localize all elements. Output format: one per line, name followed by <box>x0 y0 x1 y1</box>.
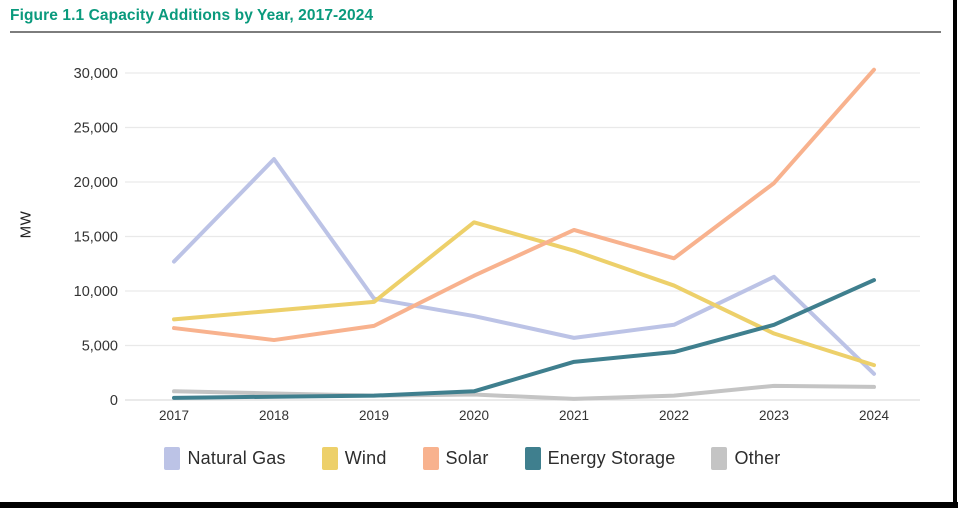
legend-label: Natural Gas <box>187 448 286 468</box>
figure-title: Figure 1.1 Capacity Additions by Year, 2… <box>10 7 374 24</box>
x-tick-label: 2019 <box>359 408 389 423</box>
legend-label: Wind <box>344 448 387 468</box>
legend-item-other: Other <box>711 447 780 470</box>
x-tick-label: 2020 <box>459 408 489 423</box>
series-line-solar <box>172 67 876 343</box>
series-line-wind <box>172 220 876 368</box>
x-tick-label: 2021 <box>559 408 589 423</box>
x-tick-label: 2018 <box>259 408 289 423</box>
y-tick-label: 20,000 <box>74 175 118 191</box>
legend-item-solar: Solar <box>422 447 489 470</box>
page-right-border <box>953 0 957 508</box>
y-tick-label: 15,000 <box>74 230 118 246</box>
legend-item-natural-gas: Natural Gas <box>164 447 286 470</box>
y-tick-label: 30,000 <box>74 66 118 82</box>
y-tick-label: 10,000 <box>74 284 118 300</box>
x-tick-label: 2024 <box>859 408 890 423</box>
y-tick-label: 5,000 <box>82 339 118 355</box>
wind-swatch-icon <box>321 447 338 470</box>
other-swatch-icon <box>711 447 728 470</box>
series-line-natural-gas <box>172 157 876 376</box>
legend-label: Energy Storage <box>547 448 676 468</box>
legend-item-energy-storage: Energy Storage <box>524 447 676 470</box>
series-line-energy-storage <box>172 278 876 400</box>
y-tick-label: 25,000 <box>74 121 118 137</box>
capacity-additions-line-chart: 0 5,000 10,000 15,000 20,000 25,000 30,000 2017… <box>74 66 920 423</box>
x-tick-label: 2022 <box>659 408 689 423</box>
legend-item-wind: Wind <box>321 447 387 470</box>
title-underline <box>10 31 941 33</box>
solar-swatch-icon <box>422 447 439 470</box>
chart-legend: Natural Gas Wind Solar Energy Storage Ot… <box>0 447 945 470</box>
energy-storage-swatch-icon <box>524 447 541 470</box>
page-bottom-border <box>0 502 958 508</box>
legend-label: Other <box>734 448 781 468</box>
x-tick-label: 2023 <box>759 408 789 423</box>
natural-gas-swatch-icon <box>164 447 181 470</box>
y-tick-label: 0 <box>110 393 118 409</box>
legend-label: Solar <box>445 448 489 468</box>
x-tick-label: 2017 <box>159 408 189 423</box>
series-line-other <box>172 383 876 401</box>
